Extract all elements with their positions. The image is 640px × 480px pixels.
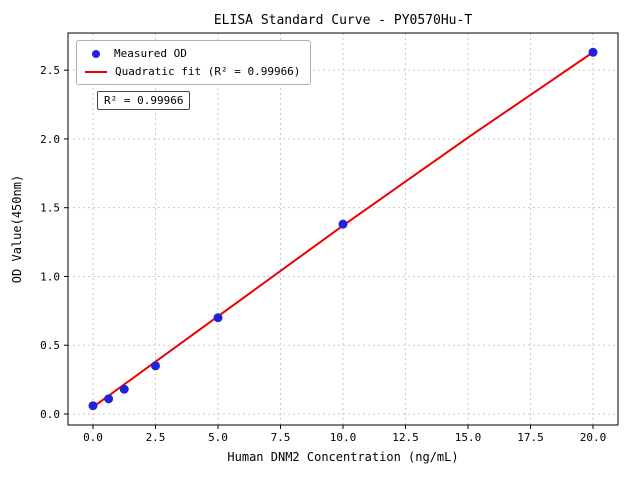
legend: Measured OD Quadratic fit (R² = 0.99966) — [76, 40, 312, 85]
measured-od-marker-icon — [92, 49, 100, 58]
x-tick-label: 5.0 — [208, 431, 228, 444]
quadratic-fit-line-icon — [85, 70, 107, 73]
legend-label-measured-od: Measured OD — [114, 47, 187, 60]
y-tick-label: 2.0 — [40, 133, 60, 146]
data-point — [338, 219, 348, 229]
y-tick-label: 1.0 — [40, 270, 60, 283]
y-axis-label: OD Value(450nm) — [10, 174, 24, 284]
data-point — [104, 394, 114, 404]
r-squared-annotation: R² = 0.99966 — [97, 91, 191, 110]
y-tick-label: 0.0 — [40, 408, 60, 421]
legend-label-quadratic-fit: Quadratic fit (R² = 0.99966) — [115, 65, 301, 78]
legend-entry-measured-od: Measured OD — [85, 47, 300, 60]
x-tick-label: 7.5 — [271, 431, 291, 444]
data-point — [119, 384, 129, 394]
y-tick-label: 2.5 — [40, 64, 60, 77]
data-point — [151, 361, 160, 371]
x-tick-label: 15.0 — [455, 431, 482, 444]
data-point — [588, 47, 598, 57]
x-tick-label: 17.5 — [517, 431, 544, 444]
x-tick-label: 10.0 — [330, 431, 357, 444]
legend-entry-quadratic-fit: Quadratic fit (R² = 0.99966) — [85, 65, 300, 78]
x-tick-label: 0.0 — [83, 431, 103, 444]
data-point — [213, 313, 223, 323]
x-tick-label: 12.5 — [392, 431, 419, 444]
y-tick-label: 1.5 — [40, 202, 60, 215]
chart-title: ELISA Standard Curve - PY0570Hu-T — [213, 13, 473, 28]
x-tick-label: 20.0 — [580, 431, 607, 444]
y-tick-label: 0.5 — [40, 339, 60, 352]
data-point — [88, 401, 98, 411]
x-tick-label: 2.5 — [146, 431, 166, 444]
x-axis-label: Human DNM2 Concentration (ng/mL) — [227, 450, 459, 464]
